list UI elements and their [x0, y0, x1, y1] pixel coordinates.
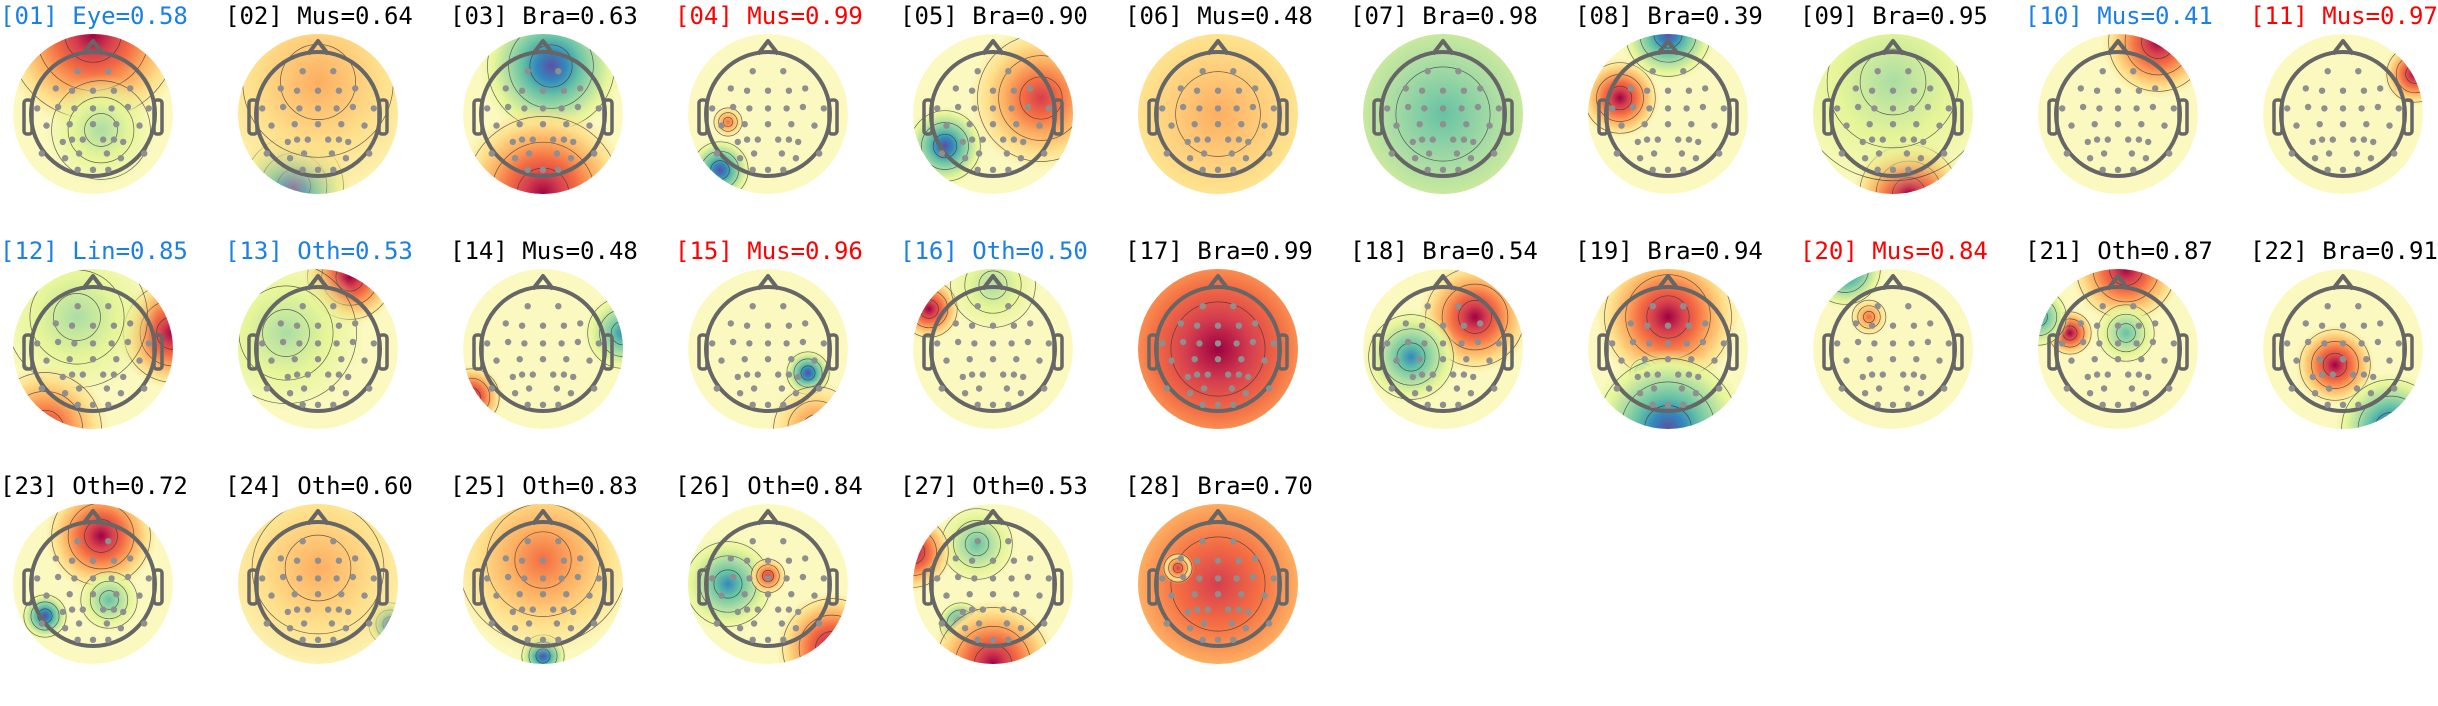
component-title: [16] Oth=0.50 [900, 237, 1088, 265]
component-panel: [20] Mus=0.84 [1800, 236, 2025, 471]
scalp-topomap [238, 34, 398, 194]
component-panel: [11] Mus=0.97 [2250, 1, 2438, 236]
component-title: [24] Oth=0.60 [225, 472, 413, 500]
scalp-topomap [13, 269, 173, 429]
component-title: [02] Mus=0.64 [225, 2, 413, 30]
scalp-topomap [688, 34, 848, 194]
component-title: [08] Bra=0.39 [1575, 2, 1763, 30]
component-title: [11] Mus=0.97 [2250, 2, 2438, 30]
component-title: [13] Oth=0.53 [225, 237, 413, 265]
scalp-topomap [2038, 34, 2198, 194]
component-title: [12] Lin=0.85 [0, 237, 188, 265]
component-title: [04] Mus=0.99 [675, 2, 863, 30]
component-panel: [21] Oth=0.87 [2025, 236, 2250, 471]
component-title: [06] Mus=0.48 [1125, 2, 1313, 30]
scalp-topomap [13, 34, 173, 194]
component-panel: [04] Mus=0.99 [675, 1, 900, 236]
component-title: [28] Bra=0.70 [1125, 472, 1313, 500]
scalp-topomap [1813, 34, 1973, 194]
component-title: [18] Bra=0.54 [1350, 237, 1538, 265]
scalp-topomap [463, 504, 623, 664]
scalp-topomap [913, 34, 1073, 194]
component-title: [05] Bra=0.90 [900, 2, 1088, 30]
component-panel: [15] Mus=0.96 [675, 236, 900, 471]
component-title: [19] Bra=0.94 [1575, 237, 1763, 265]
component-panel: [06] Mus=0.48 [1125, 1, 1350, 236]
component-panel: [23] Oth=0.72 [0, 471, 225, 706]
component-title: [15] Mus=0.96 [675, 237, 863, 265]
component-title: [27] Oth=0.53 [900, 472, 1088, 500]
component-panel: [24] Oth=0.60 [225, 471, 450, 706]
component-panel: [28] Bra=0.70 [1125, 471, 1350, 706]
component-panel: [09] Bra=0.95 [1800, 1, 2025, 236]
scalp-topomap [2263, 34, 2423, 194]
component-panel: [26] Oth=0.84 [675, 471, 900, 706]
scalp-topomap [1588, 269, 1748, 429]
component-title: [09] Bra=0.95 [1800, 2, 1988, 30]
scalp-topomap [913, 504, 1073, 664]
component-panel: [10] Mus=0.41 [2025, 1, 2250, 236]
component-panel: [22] Bra=0.91 [2250, 236, 2438, 471]
scalp-topomap [2038, 269, 2198, 429]
component-title: [03] Bra=0.63 [450, 2, 638, 30]
scalp-topomap [913, 269, 1073, 429]
component-title: [26] Oth=0.84 [675, 472, 863, 500]
component-title: [25] Oth=0.83 [450, 472, 638, 500]
scalp-topomap [1138, 504, 1298, 664]
scalp-topomap [688, 269, 848, 429]
component-title: [14] Mus=0.48 [450, 237, 638, 265]
scalp-topomap [1363, 269, 1523, 429]
scalp-topomap [463, 34, 623, 194]
component-panel: [16] Oth=0.50 [900, 236, 1125, 471]
scalp-topomap [1138, 269, 1298, 429]
scalp-topomap [2263, 269, 2423, 429]
scalp-topomap [238, 504, 398, 664]
component-title: [17] Bra=0.99 [1125, 237, 1313, 265]
component-panel: [27] Oth=0.53 [900, 471, 1125, 706]
component-title: [22] Bra=0.91 [2250, 237, 2438, 265]
scalp-topomap [1588, 34, 1748, 194]
scalp-topomap [238, 269, 398, 429]
component-panel: [08] Bra=0.39 [1575, 1, 1800, 236]
component-title: [07] Bra=0.98 [1350, 2, 1538, 30]
component-panel: [01] Eye=0.58 [0, 1, 225, 236]
component-panel: [02] Mus=0.64 [225, 1, 450, 236]
component-panel: [17] Bra=0.99 [1125, 236, 1350, 471]
scalp-topomap [463, 269, 623, 429]
component-panel: [14] Mus=0.48 [450, 236, 675, 471]
component-panel: [19] Bra=0.94 [1575, 236, 1800, 471]
scalp-topomap [1813, 269, 1973, 429]
component-title: [21] Oth=0.87 [2025, 237, 2213, 265]
scalp-topomap [13, 504, 173, 664]
component-title: [23] Oth=0.72 [0, 472, 188, 500]
component-panel: [18] Bra=0.54 [1350, 236, 1575, 471]
scalp-topomap [688, 504, 848, 664]
component-panel: [07] Bra=0.98 [1350, 1, 1575, 236]
component-panel: [05] Bra=0.90 [900, 1, 1125, 236]
component-title: [01] Eye=0.58 [0, 2, 188, 30]
scalp-topomap [1363, 34, 1523, 194]
scalp-topomap [1138, 34, 1298, 194]
component-title: [20] Mus=0.84 [1800, 237, 1988, 265]
component-panel: [13] Oth=0.53 [225, 236, 450, 471]
component-panel: [03] Bra=0.63 [450, 1, 675, 236]
component-panel: [12] Lin=0.85 [0, 236, 225, 471]
component-panel: [25] Oth=0.83 [450, 471, 675, 706]
component-title: [10] Mus=0.41 [2025, 2, 2213, 30]
